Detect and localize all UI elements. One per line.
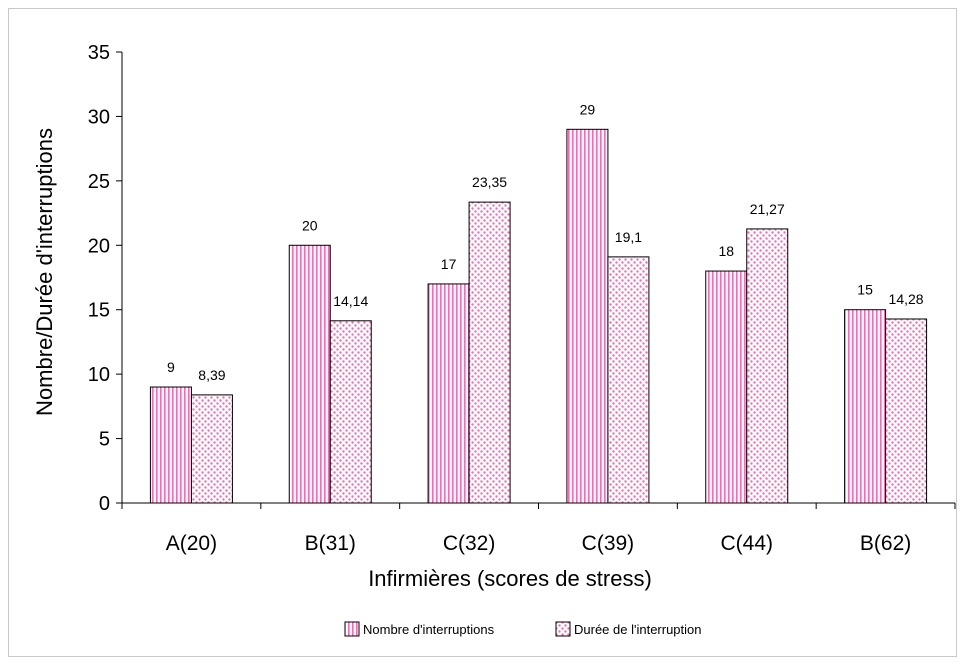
legend-label-duree: Durée de l'interruption bbox=[574, 622, 702, 637]
data-label: 19,1 bbox=[615, 229, 642, 245]
y-tick-label: 30 bbox=[88, 106, 110, 128]
y-tick-label: 10 bbox=[88, 364, 110, 386]
y-tick-label: 15 bbox=[88, 300, 110, 322]
y-tick-label: 20 bbox=[88, 235, 110, 257]
x-tick-label: C(39) bbox=[582, 532, 635, 555]
data-label: 14,28 bbox=[889, 291, 924, 307]
bar-nombre bbox=[566, 128, 609, 504]
data-labels: 9 8,39 20 14,14 17 23,35 29 19,1 18 21,27 15 14,28 bbox=[167, 101, 924, 383]
legend-swatch-nombre bbox=[344, 621, 360, 637]
y-axis: 0 5 10 15 20 25 30 35 bbox=[88, 42, 123, 515]
data-label: 17 bbox=[441, 256, 457, 272]
bar-duree bbox=[746, 228, 789, 504]
y-tick-label: 25 bbox=[88, 171, 110, 193]
bar-duree bbox=[607, 256, 650, 504]
legend-swatch-duree bbox=[555, 621, 571, 637]
bar-duree bbox=[329, 320, 372, 504]
data-label: 9 bbox=[167, 359, 175, 375]
data-label: 20 bbox=[302, 217, 318, 233]
bar-nombre bbox=[705, 270, 748, 504]
y-tick-label: 5 bbox=[99, 429, 110, 451]
bar-duree bbox=[190, 394, 233, 504]
bar-duree bbox=[468, 201, 511, 504]
bar-nombre bbox=[427, 283, 470, 504]
data-label: 14,14 bbox=[333, 293, 368, 309]
legend: Nombre d'interruptions Durée de l'interr… bbox=[344, 621, 702, 637]
x-tick-label: A(20) bbox=[166, 532, 217, 555]
data-label: 21,27 bbox=[750, 201, 785, 217]
bar-nombre bbox=[288, 244, 331, 504]
y-axis-title: Nombre/Durée d'interruptions bbox=[32, 128, 57, 416]
bar-nombre bbox=[844, 309, 887, 504]
bars bbox=[149, 128, 928, 504]
data-label: 23,35 bbox=[472, 174, 507, 190]
data-label: 15 bbox=[857, 282, 873, 298]
y-tick-label: 35 bbox=[88, 42, 110, 64]
x-axis: A(20) B(31) C(32) C(39) C(44) B(62) bbox=[121, 502, 956, 555]
legend-label-nombre: Nombre d'interruptions bbox=[363, 622, 495, 637]
bar-nombre bbox=[149, 386, 192, 504]
x-tick-label: B(31) bbox=[305, 532, 356, 555]
data-label: 29 bbox=[580, 101, 596, 117]
x-tick-label: C(44) bbox=[720, 532, 773, 555]
y-tick-label: 0 bbox=[99, 493, 110, 515]
bar-duree bbox=[885, 318, 928, 504]
data-label: 8,39 bbox=[198, 367, 225, 383]
x-axis-title: Infirmières (scores de stress) bbox=[368, 566, 652, 591]
x-tick-label: C(32) bbox=[443, 532, 496, 555]
data-label: 18 bbox=[718, 243, 734, 259]
x-tick-label: B(62) bbox=[860, 532, 911, 555]
